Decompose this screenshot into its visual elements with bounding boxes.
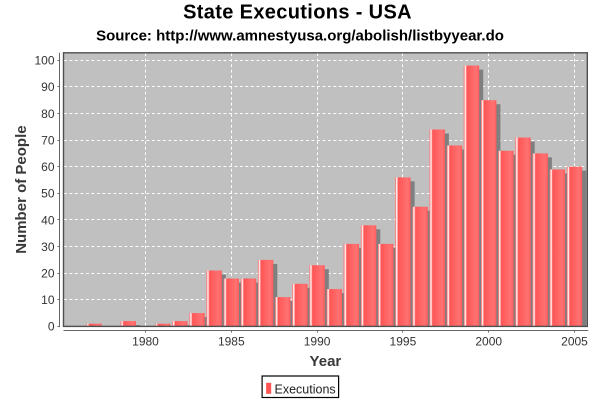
svg-text:20: 20	[41, 267, 55, 281]
svg-text:80: 80	[41, 107, 55, 121]
svg-text:100: 100	[34, 54, 54, 68]
svg-text:Executions: Executions	[275, 382, 336, 396]
svg-text:Year: Year	[310, 353, 342, 370]
svg-text:1985: 1985	[218, 334, 245, 348]
svg-text:1995: 1995	[390, 334, 417, 348]
svg-text:50: 50	[41, 187, 55, 201]
svg-text:40: 40	[41, 213, 55, 227]
svg-text:2000: 2000	[475, 334, 502, 348]
svg-text:70: 70	[41, 133, 55, 147]
svg-text:Source: http://www.amnestyusa.: Source: http://www.amnestyusa.org/abolis…	[96, 27, 504, 44]
svg-text:90: 90	[41, 80, 55, 94]
svg-text:State Executions - USA: State Executions - USA	[183, 2, 412, 24]
svg-text:30: 30	[41, 240, 55, 254]
svg-text:Number of People: Number of People	[13, 125, 30, 253]
svg-text:1990: 1990	[304, 334, 331, 348]
svg-text:10: 10	[41, 293, 55, 307]
svg-text:0: 0	[48, 320, 55, 334]
svg-text:60: 60	[41, 160, 55, 174]
svg-text:1980: 1980	[132, 334, 159, 348]
svg-text:2005: 2005	[561, 334, 588, 348]
